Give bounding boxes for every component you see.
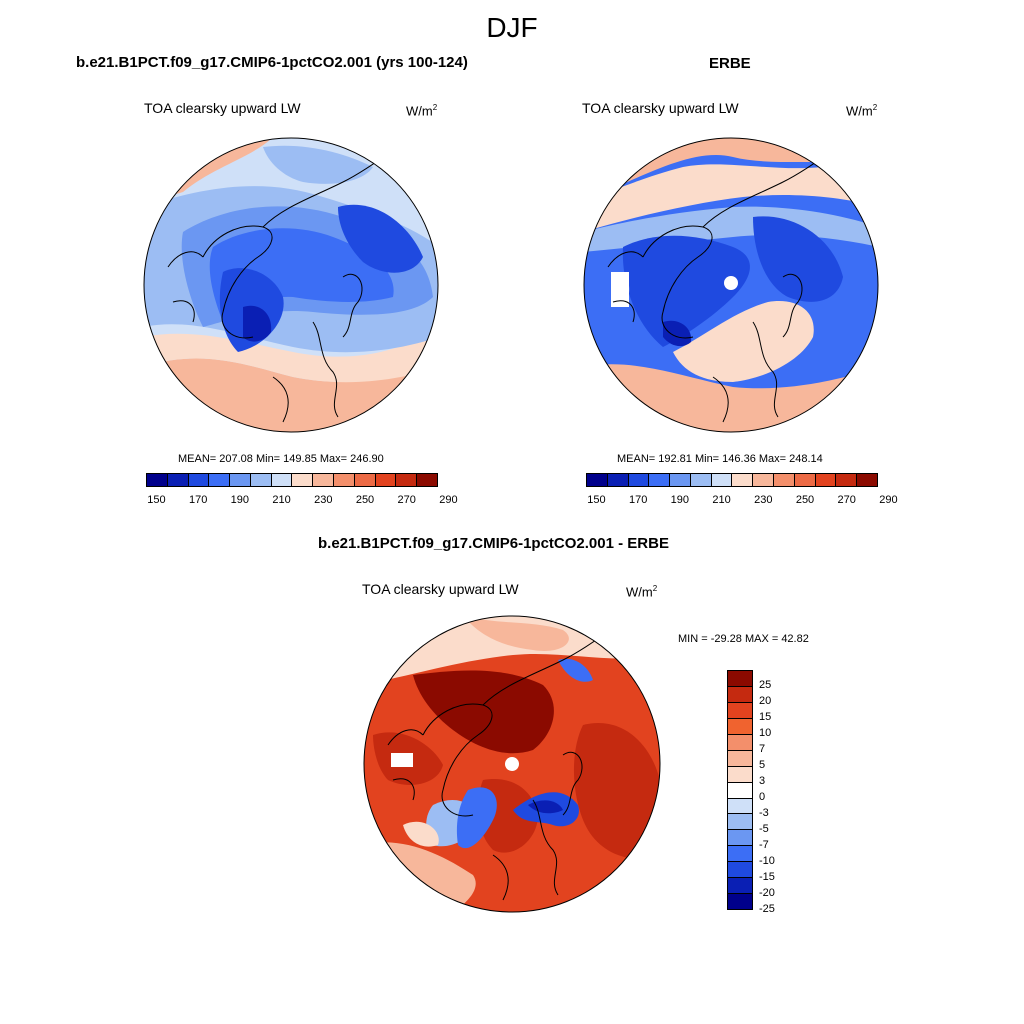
colorbar-swatch [417, 474, 437, 486]
colorbar-swatch [728, 734, 752, 751]
panel-title-model: b.e21.B1PCT.f09_g17.CMIP6-1pctCO2.001 (y… [76, 54, 468, 71]
colorbar-swatch [728, 686, 752, 703]
colorbar-tick-label: 3 [759, 775, 766, 788]
colorbar-swatch [753, 474, 775, 486]
colorbar-tick-label: 190 [230, 494, 250, 506]
colorbar-swatch [375, 474, 397, 486]
colorbar-swatch [857, 474, 877, 486]
colorbar-swatch [728, 814, 752, 831]
colorbar-swatch [209, 474, 231, 486]
colorbar-tick-label: 25 [759, 679, 772, 692]
colorbar-diff [727, 670, 753, 910]
units-label-diff: W/m2 [626, 584, 658, 600]
colorbar-tick-label: 15 [759, 711, 772, 724]
colorbar-tick-label: 170 [188, 494, 208, 506]
figure-title: DJF [486, 12, 538, 43]
units-label-model: W/m2 [406, 103, 438, 119]
colorbar-swatch [313, 474, 335, 486]
polar-map-obs [583, 137, 879, 433]
colorbar-swatch [271, 474, 293, 486]
colorbar-swatch [250, 474, 272, 486]
colorbar-swatch [728, 798, 752, 815]
colorbar-tick-label: 210 [272, 494, 291, 506]
colorbar-swatch [728, 718, 752, 735]
colorbar-tick-label: 170 [628, 494, 648, 506]
colorbar-tick-label: -20 [759, 887, 775, 900]
colorbar-tick-label: -3 [759, 807, 769, 820]
colorbar-obs [586, 473, 878, 487]
colorbar-swatch [188, 474, 210, 486]
colorbar-tick-label: 250 [355, 494, 375, 506]
colorbar-tick-label: 5 [759, 759, 766, 772]
colorbar-tick-label: -15 [759, 871, 775, 884]
colorbar-swatch [292, 474, 314, 486]
colorbar-swatch [147, 474, 168, 486]
colorbar-swatch [728, 894, 752, 910]
colorbar-swatch [230, 474, 251, 486]
colorbar-tick-label: 270 [837, 494, 856, 506]
variable-label-obs: TOA clearsky upward LW [582, 100, 739, 116]
colorbar-tick-label: 150 [587, 494, 606, 506]
colorbar-tick-label: 230 [754, 494, 773, 506]
colorbar-swatch [728, 862, 752, 879]
variable-label-model: TOA clearsky upward LW [144, 100, 301, 116]
colorbar-model [146, 473, 438, 487]
colorbar-tick-label: 150 [147, 494, 166, 506]
colorbar-tick-label: 10 [759, 727, 772, 740]
colorbar-swatch [774, 474, 795, 486]
polar-map-diff [363, 615, 661, 913]
colorbar-swatch [728, 750, 752, 767]
colorbar-swatch [167, 474, 189, 486]
colorbar-tick-label: -25 [759, 903, 775, 916]
colorbar-tick-label: 290 [439, 494, 458, 506]
colorbar-swatch [732, 474, 754, 486]
colorbar-tick-label: -5 [759, 823, 769, 836]
colorbar-swatch [728, 830, 752, 847]
colorbar-swatch [794, 474, 816, 486]
colorbar-swatch [334, 474, 355, 486]
colorbar-swatch [587, 474, 608, 486]
panel-title-obs: ERBE [709, 55, 751, 72]
colorbar-swatch [396, 474, 418, 486]
colorbar-swatch [628, 474, 650, 486]
colorbar-swatch [607, 474, 629, 486]
colorbar-tick-label: 20 [759, 695, 772, 708]
colorbar-swatch [711, 474, 733, 486]
colorbar-swatch [649, 474, 671, 486]
stats-model: MEAN= 207.08 Min= 149.85 Max= 246.90 [178, 453, 384, 465]
colorbar-tick-label: 0 [759, 791, 766, 804]
colorbar-tick-label: 190 [670, 494, 690, 506]
stats-obs: MEAN= 192.81 Min= 146.36 Max= 248.14 [617, 453, 823, 465]
colorbar-tick-label: 210 [712, 494, 731, 506]
colorbar-swatch [815, 474, 837, 486]
colorbar-tick-label: 250 [795, 494, 815, 506]
colorbar-tick-label: -10 [759, 855, 775, 868]
panel-title-diff: b.e21.B1PCT.f09_g17.CMIP6-1pctCO2.001 - … [318, 535, 669, 552]
colorbar-swatch [728, 766, 752, 783]
colorbar-swatch [690, 474, 712, 486]
polar-map-model [143, 137, 439, 433]
colorbar-tick-label: 7 [759, 743, 766, 756]
stats-diff: MIN = -29.28 MAX = 42.82 [678, 633, 809, 645]
colorbar-swatch [728, 702, 752, 719]
units-label-obs: W/m2 [846, 103, 878, 119]
colorbar-swatch [728, 671, 752, 687]
colorbar-swatch [836, 474, 858, 486]
colorbar-tick-label: 270 [397, 494, 416, 506]
colorbar-tick-label: 290 [879, 494, 898, 506]
colorbar-swatch [728, 846, 752, 863]
colorbar-swatch [670, 474, 691, 486]
colorbar-swatch [354, 474, 376, 486]
colorbar-swatch [728, 782, 752, 799]
colorbar-tick-label: -7 [759, 839, 769, 852]
colorbar-swatch [728, 878, 752, 895]
colorbar-tick-label: 230 [314, 494, 333, 506]
variable-label-diff: TOA clearsky upward LW [362, 581, 519, 597]
